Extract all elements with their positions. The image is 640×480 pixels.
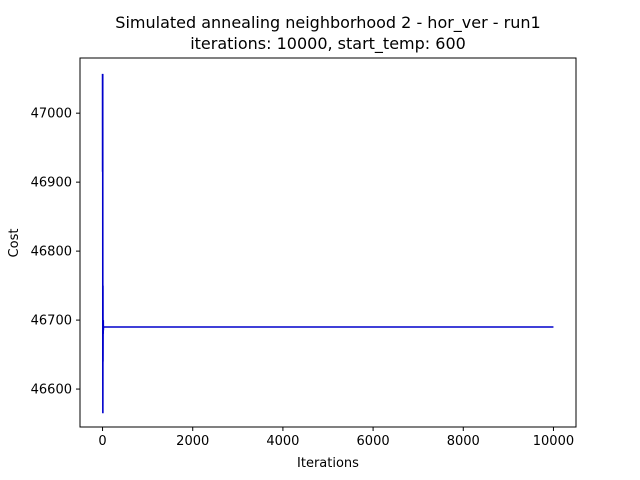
x-axis-label: Iterations	[297, 456, 359, 471]
chart-title: Simulated annealing neighborhood 2 - hor…	[115, 13, 540, 33]
y-tick-label: 46900	[31, 176, 72, 191]
y-tick-label: 46700	[31, 314, 72, 329]
x-tick-label: 6000	[357, 434, 390, 449]
series-line-0	[101, 73, 554, 414]
plot-area	[80, 58, 576, 427]
chart-subtitle: iterations: 10000, start_temp: 600	[190, 34, 466, 54]
x-tick-label: 8000	[447, 434, 480, 449]
series-layer	[101, 73, 554, 414]
y-axis-ticks: 46600 46700 46800 46900 47000	[31, 107, 80, 398]
y-axis-label: Cost	[7, 229, 22, 258]
x-tick-label: 2000	[176, 434, 209, 449]
y-tick-label: 47000	[31, 107, 72, 122]
x-tick-label: 0	[98, 434, 106, 449]
y-tick-label: 46600	[31, 383, 72, 398]
x-tick-label: 10000	[533, 434, 574, 449]
y-tick-label: 46800	[31, 245, 72, 260]
x-tick-label: 4000	[266, 434, 299, 449]
x-axis-ticks: 0 2000 4000 6000 8000 10000	[98, 427, 574, 449]
plot-frame	[79, 57, 577, 428]
